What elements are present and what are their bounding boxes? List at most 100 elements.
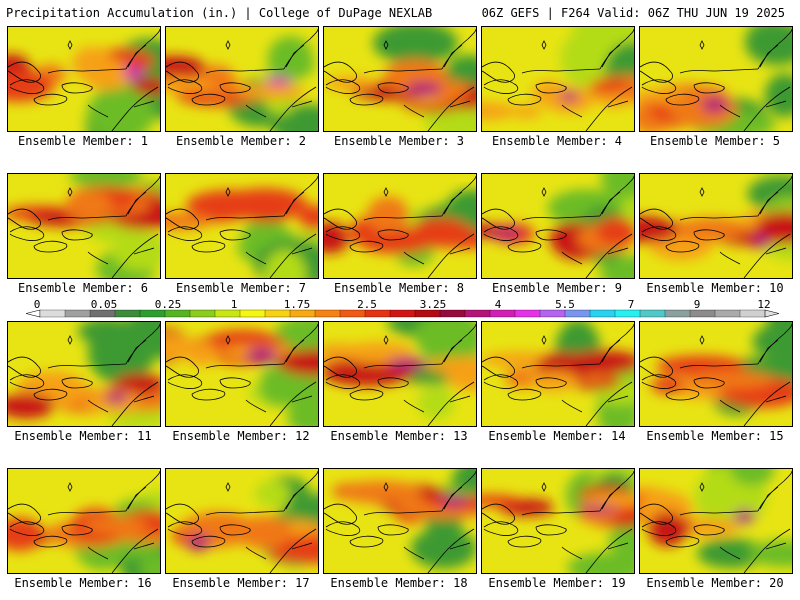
geographic-outlines <box>166 28 318 131</box>
ensemble-panel-3 <box>323 26 477 132</box>
ensemble-member-label: Ensemble Member: 1 <box>17 134 149 148</box>
station-marker-icon <box>67 482 73 492</box>
geographic-outlines <box>166 470 318 573</box>
scale-swatch <box>289 309 316 318</box>
scale-swatch <box>739 309 766 318</box>
scale-tick-label: 4 <box>494 298 502 311</box>
geographic-outlines <box>640 323 792 426</box>
station-marker-icon <box>699 187 705 197</box>
scale-swatch <box>89 309 116 318</box>
scale-swatch <box>639 309 666 318</box>
precip-map <box>640 322 792 426</box>
scale-swatch <box>464 309 491 318</box>
ensemble-member-label: Ensemble Member: 7 <box>175 281 307 295</box>
precip-map <box>8 174 160 278</box>
ensemble-panel-10 <box>639 173 793 279</box>
ensemble-panel-20 <box>639 468 793 574</box>
scale-tick-label: 3.25 <box>419 298 447 311</box>
scale-swatch <box>514 309 541 318</box>
precip-map <box>166 322 318 426</box>
ensemble-member-label: Ensemble Member: 11 <box>14 429 152 443</box>
ensemble-panel-19 <box>481 468 635 574</box>
ensemble-panel-18 <box>323 468 477 574</box>
scale-swatch <box>614 309 641 318</box>
ensemble-member-label: Ensemble Member: 9 <box>491 281 623 295</box>
ensemble-member-label: Ensemble Member: 8 <box>333 281 465 295</box>
station-marker-icon <box>225 187 231 197</box>
station-marker-icon <box>67 187 73 197</box>
scale-swatch <box>389 309 416 318</box>
ensemble-panel-4 <box>481 26 635 132</box>
precip-map <box>482 174 634 278</box>
ensemble-panel-17 <box>165 468 319 574</box>
ensemble-panel-5 <box>639 26 793 132</box>
scale-swatch <box>64 309 91 318</box>
scale-max-arrow <box>764 309 780 318</box>
scale-tick-label: 0.25 <box>154 298 182 311</box>
geographic-outlines <box>166 175 318 278</box>
scale-min-arrow <box>25 309 41 318</box>
station-marker-icon <box>225 40 231 50</box>
scale-swatch <box>439 309 466 318</box>
scale-swatch <box>139 309 166 318</box>
scale-tick-label: 7 <box>627 298 635 311</box>
scale-tick-label: 2.5 <box>357 298 377 311</box>
ensemble-panel-14 <box>481 321 635 427</box>
scale-swatch <box>714 309 741 318</box>
precip-map <box>640 27 792 131</box>
station-marker-icon <box>67 335 73 345</box>
ensemble-panel-1 <box>7 26 161 132</box>
ensemble-member-label: Ensemble Member: 14 <box>488 429 626 443</box>
scale-swatch <box>489 309 516 318</box>
ensemble-member-label: Ensemble Member: 2 <box>175 134 307 148</box>
precip-map <box>324 322 476 426</box>
ensemble-member-label: Ensemble Member: 13 <box>330 429 468 443</box>
precip-map <box>324 174 476 278</box>
geographic-outlines <box>482 323 634 426</box>
map-title: Precipitation Accumulation (in.) | Colle… <box>6 6 433 20</box>
ensemble-member-label: Ensemble Member: 6 <box>17 281 149 295</box>
ensemble-panel-15 <box>639 321 793 427</box>
station-marker-icon <box>699 40 705 50</box>
precip-map <box>482 27 634 131</box>
precip-map <box>166 27 318 131</box>
scale-swatch <box>114 309 141 318</box>
scale-swatch <box>539 309 566 318</box>
scale-swatch <box>414 309 441 318</box>
station-marker-icon <box>541 335 547 345</box>
station-marker-icon <box>383 482 389 492</box>
scale-tick-label: 5.5 <box>555 298 575 311</box>
ensemble-member-label: Ensemble Member: 20 <box>646 576 784 590</box>
ensemble-panel-9 <box>481 173 635 279</box>
station-marker-icon <box>541 482 547 492</box>
ensemble-panel-11 <box>7 321 161 427</box>
scale-tick-label: 0 <box>33 298 41 311</box>
geographic-outlines <box>8 175 160 278</box>
scale-swatch <box>664 309 691 318</box>
scale-swatch <box>689 309 716 318</box>
station-marker-icon <box>383 40 389 50</box>
ensemble-member-label: Ensemble Member: 17 <box>172 576 310 590</box>
precip-map <box>8 27 160 131</box>
scale-tick-label: 1.75 <box>283 298 311 311</box>
scale-swatch <box>214 309 241 318</box>
geographic-outlines <box>640 470 792 573</box>
scale-swatch <box>39 309 66 318</box>
geographic-outlines <box>8 28 160 131</box>
scale-tick-label: 9 <box>693 298 701 311</box>
precip-map <box>166 174 318 278</box>
scale-swatch <box>264 309 291 318</box>
ensemble-panel-13 <box>323 321 477 427</box>
geographic-outlines <box>8 323 160 426</box>
precip-map <box>640 174 792 278</box>
station-marker-icon <box>699 335 705 345</box>
ensemble-member-label: Ensemble Member: 5 <box>649 134 781 148</box>
station-marker-icon <box>225 335 231 345</box>
scale-swatch <box>189 309 216 318</box>
geographic-outlines <box>482 175 634 278</box>
station-marker-icon <box>225 482 231 492</box>
scale-tick-label: 12 <box>757 298 771 311</box>
ensemble-panel-16 <box>7 468 161 574</box>
geographic-outlines <box>324 470 476 573</box>
station-marker-icon <box>699 482 705 492</box>
